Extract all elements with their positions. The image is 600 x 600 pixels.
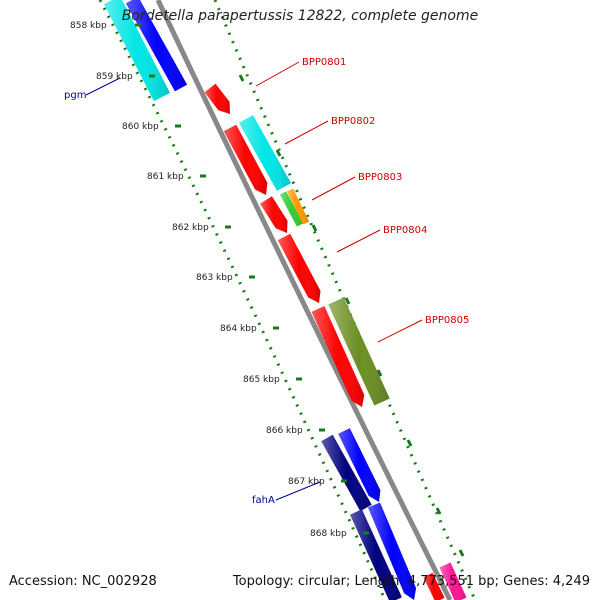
- gene-pink-bottom-shade: [439, 562, 467, 600]
- backbone: [155, 0, 453, 600]
- scale-label: 866 kbp: [266, 426, 303, 436]
- leader-line: [284, 120, 329, 145]
- outer-track-dash: [458, 549, 465, 557]
- outer-track-dash: [376, 369, 383, 377]
- gene-blue-1-shade: [338, 428, 381, 502]
- scale-label: 862 kbp: [172, 223, 209, 233]
- gene-red-4-shade: [277, 233, 321, 303]
- accession-text: Accession: NC_002928: [9, 574, 157, 589]
- gene-label-faha[interactable]: fahA: [252, 495, 275, 506]
- outer-track-dash: [311, 224, 318, 232]
- leader-line: [275, 481, 321, 501]
- gene-red-2-shade: [223, 124, 268, 195]
- topology-summary: Topology: circular; Length: 4,773,551 bp…: [232, 574, 590, 589]
- scale-label: 868 kbp: [310, 529, 347, 539]
- scale-label: 861 kbp: [147, 172, 184, 182]
- outer-track-dash: [275, 149, 282, 157]
- gene-green-small-shade: [279, 191, 304, 227]
- leader-line: [85, 77, 121, 96]
- gene-blue-2-shade: [368, 502, 417, 600]
- scale-label: 860 kbp: [122, 122, 159, 132]
- gene-red-3-shade: [260, 196, 288, 233]
- gene-red-bottom-shade: [423, 572, 445, 600]
- gene-red-1-shade: [204, 83, 230, 114]
- scale-label: 864 kbp: [220, 324, 257, 334]
- leader-line: [311, 176, 356, 201]
- scale-label: 867 kbp: [288, 477, 325, 487]
- gene-label-pgm[interactable]: pgm: [64, 90, 86, 101]
- leader-line: [336, 229, 381, 253]
- outer-track-dash: [406, 439, 413, 447]
- gene-blue-top-shade: [125, 0, 188, 92]
- inner-dotted-scale-line: [98, 0, 387, 600]
- gene-label-bpp0803[interactable]: BPP0803: [358, 172, 402, 183]
- gene-label-bpp0805[interactable]: BPP0805: [425, 315, 469, 326]
- scale-label: 859 kbp: [96, 72, 133, 82]
- scale-label: 863 kbp: [196, 273, 233, 283]
- gene-label-bpp0801[interactable]: BPP0801: [302, 57, 346, 68]
- scale-label: 858 kbp: [70, 21, 107, 31]
- gene-orange-small-shade: [286, 188, 310, 225]
- outer-dotted-track-line: [213, 0, 477, 600]
- outer-track-dash: [238, 74, 245, 82]
- gene-cyan-mid-shade: [239, 115, 291, 191]
- gene-navy-1-shade: [321, 434, 372, 512]
- outer-track-dash: [435, 507, 442, 515]
- scale-label: 865 kbp: [243, 375, 280, 385]
- gene-label-bpp0804[interactable]: BPP0804: [383, 225, 427, 236]
- leader-line: [255, 61, 300, 87]
- gene-label-bpp0802[interactable]: BPP0802: [331, 116, 375, 127]
- gene-olive-shade: [328, 297, 390, 406]
- gene-red-5-shade: [311, 306, 365, 407]
- genome-title: Bordetella parapertussis 12822, complete…: [121, 8, 479, 24]
- outer-track-dash: [344, 297, 351, 305]
- leader-line: [377, 319, 423, 343]
